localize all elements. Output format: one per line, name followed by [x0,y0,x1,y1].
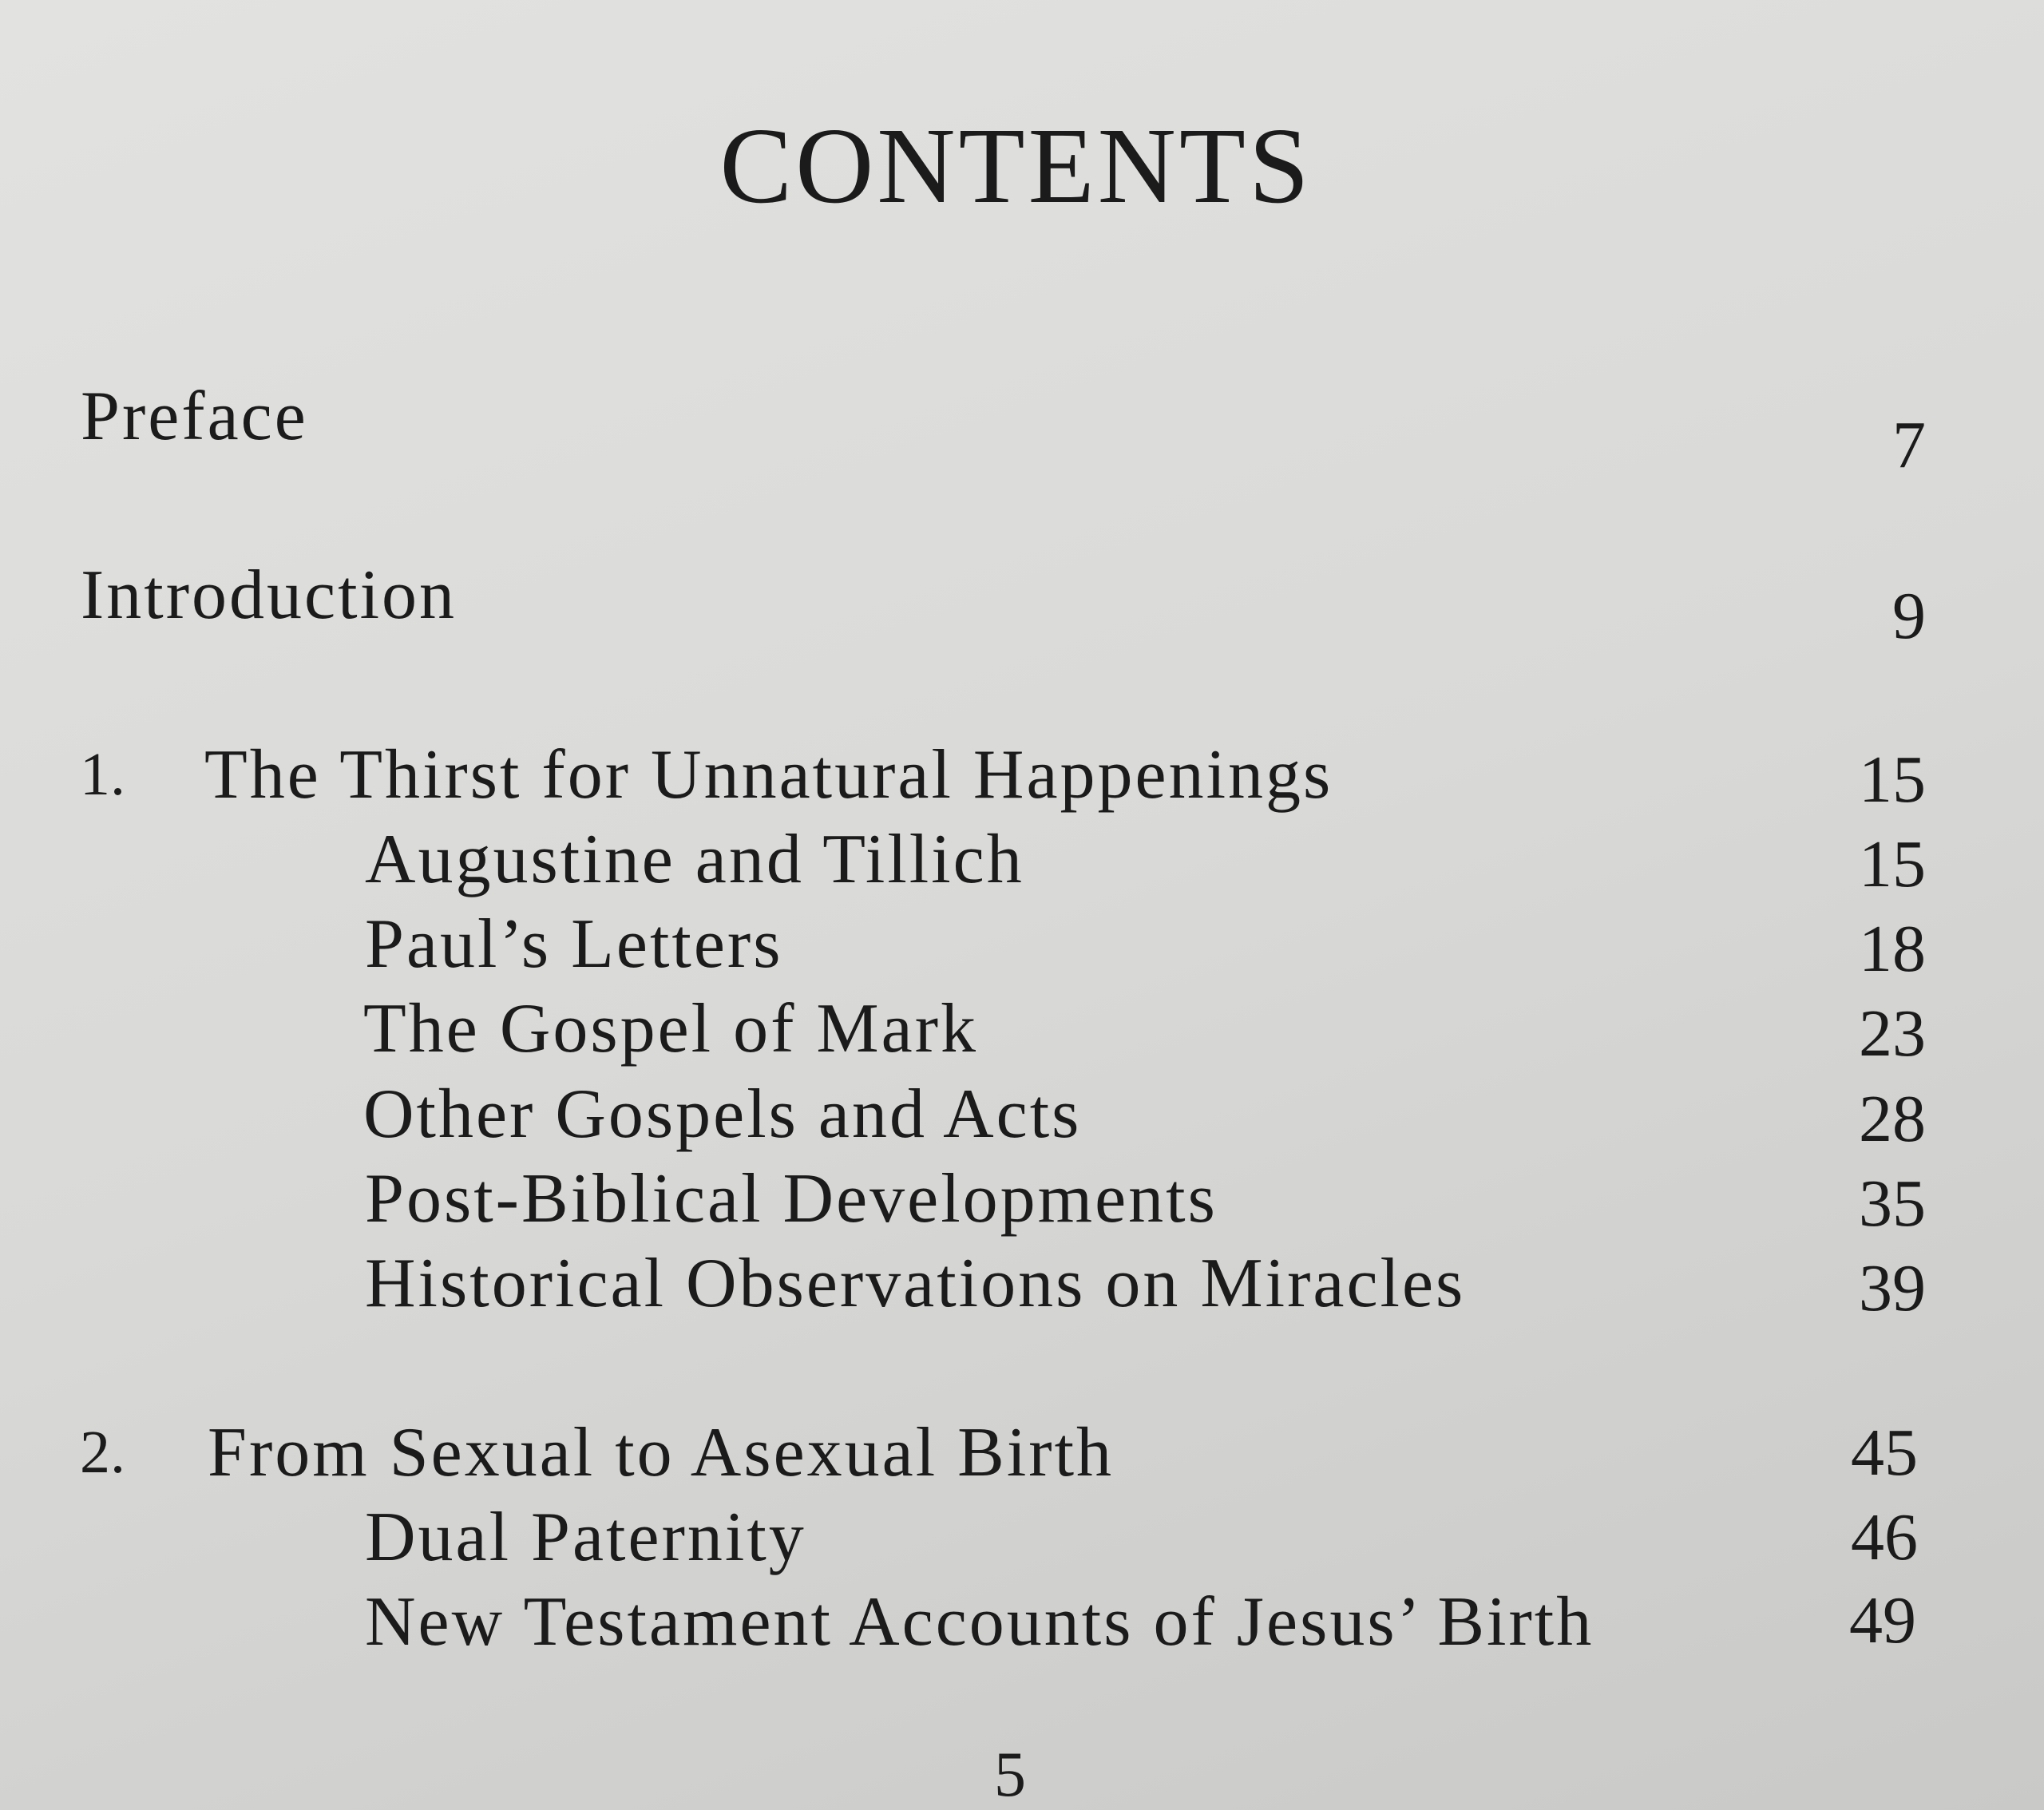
section-page: 49 [1849,1583,1916,1658]
section-label: Post-Biblical Developments [365,1160,1218,1238]
section-page: 15 [1859,827,1926,901]
toc-section: The Gospel of Mark 23 [0,994,2044,1082]
section-page: 39 [1859,1251,1926,1325]
section-label: Paul’s Letters [365,905,783,983]
chapter-number: 1. [80,741,125,808]
chapter-page: 15 [1859,743,1926,817]
chapter-title: The Thirst for Unnatural Happenings [204,736,1333,814]
section-label: Augustine and Tillich [365,821,1024,898]
section-label: The Gospel of Mark [363,990,979,1067]
toc-section: Historical Observations on Miracles 39 [0,1249,2044,1337]
section-page: 35 [1859,1166,1926,1241]
section-page: 28 [1859,1082,1926,1156]
toc-section: Paul’s Letters 18 [0,909,2044,997]
section-label: Historical Observations on Miracles [365,1245,1466,1322]
section-page: 23 [1859,996,1926,1071]
toc-section: Other Gospels and Acts 28 [0,1079,2044,1167]
toc-section: New Testament Accounts of Jesus’ Birth 4… [0,1587,2044,1675]
section-label: Dual Paternity [365,1499,806,1576]
entry-page: 7 [1892,408,1926,482]
section-label: Other Gospels and Acts [363,1075,1082,1153]
page-number: 5 [994,1740,1026,1810]
chapter-title: From Sexual to Asexual Birth [208,1414,1115,1491]
entry-label: Preface [81,378,308,455]
chapter-page: 45 [1851,1416,1918,1490]
toc-section: Post-Biblical Developments 35 [0,1164,2044,1252]
chapter-number: 2. [80,1419,125,1486]
section-page: 18 [1859,912,1926,986]
toc-entry-preface: Preface 7 [0,378,2044,479]
toc-entry-introduction: Introduction 9 [0,556,2044,653]
toc-chapter-1: 1. The Thirst for Unnatural Happenings 1… [0,740,2044,828]
page-title: CONTENTS [719,106,1313,226]
toc-section: Augustine and Tillich 15 [0,825,2044,913]
entry-label: Introduction [81,556,458,634]
section-page: 46 [1851,1500,1918,1574]
toc-chapter-2: 2. From Sexual to Asexual Birth 45 [0,1418,2044,1506]
toc-section: Dual Paternity 46 [0,1503,2044,1590]
section-label: New Testament Accounts of Jesus’ Birth [365,1583,1594,1661]
entry-page: 9 [1892,579,1926,653]
